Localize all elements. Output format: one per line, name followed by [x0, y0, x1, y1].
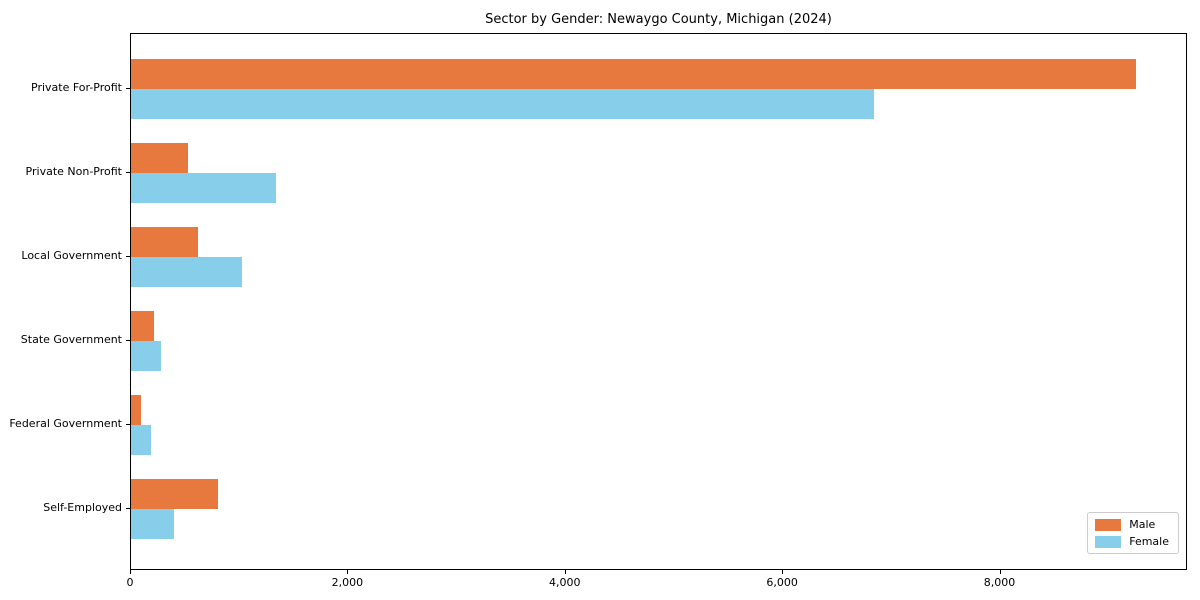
y-tick-local-government [126, 256, 130, 257]
bar-female-federal-government [131, 425, 151, 455]
bar-group-self-employed [131, 479, 1186, 539]
bar-group-local-government [131, 227, 1186, 287]
bar-male-private-for-profit [131, 59, 1136, 89]
x-tick-mark-2000 [347, 570, 349, 574]
bar-female-private-for-profit [131, 89, 875, 119]
y-axis-label-state-government: State Government [20, 333, 122, 346]
y-axis-label-private-for-profit: Private For-Profit [31, 81, 122, 94]
y-axis-label-private-non-profit: Private Non-Profit [25, 165, 122, 178]
legend-label-female: Female [1129, 535, 1169, 548]
y-axis-label-local-government: Local Government [21, 249, 122, 262]
legend-label-male: Male [1129, 518, 1156, 531]
legend: Male Female [1087, 512, 1179, 554]
x-tick-label-2000: 2,000 [331, 576, 364, 589]
y-tick-private-for-profit [126, 88, 130, 89]
bar-female-private-non-profit [131, 173, 277, 203]
x-tick-label-8000: 8,000 [983, 576, 1016, 589]
bar-group-state-government [131, 311, 1186, 371]
bar-male-state-government [131, 311, 155, 341]
y-tick-state-government [126, 340, 130, 341]
legend-entry-female: Female [1095, 535, 1169, 548]
y-tick-self-employed [126, 508, 130, 509]
y-axis-label-self-employed: Self-Employed [43, 501, 122, 514]
plot-area: Male Female [130, 33, 1187, 570]
bar-male-local-government [131, 227, 199, 257]
x-tick-mark-4000 [564, 570, 566, 574]
bar-group-private-for-profit [131, 59, 1186, 119]
x-tick-label-6000: 6,000 [766, 576, 798, 589]
bar-female-local-government [131, 257, 242, 287]
bar-male-federal-government [131, 395, 141, 425]
y-tick-federal-government [126, 424, 130, 425]
x-tick-mark-8000 [999, 570, 1001, 574]
chart-title: Sector by Gender: Newaygo County, Michig… [485, 12, 832, 27]
legend-swatch-male [1095, 518, 1122, 531]
bar-female-self-employed [131, 509, 174, 539]
x-tick-label-0: 0 [126, 576, 134, 589]
bar-male-private-non-profit [131, 143, 189, 173]
x-tick-mark-6000 [782, 570, 784, 574]
x-tick-label-4000: 4,000 [549, 576, 581, 589]
y-axis-label-federal-government: Federal Government [9, 417, 122, 430]
legend-swatch-female [1095, 535, 1122, 548]
y-tick-private-non-profit [126, 172, 130, 173]
bar-female-state-government [131, 341, 161, 371]
bar-male-self-employed [131, 479, 218, 509]
bar-group-federal-government [131, 395, 1186, 455]
legend-entry-male: Male [1095, 518, 1169, 531]
x-tick-mark-0 [130, 570, 131, 574]
bar-group-private-non-profit [131, 143, 1186, 203]
